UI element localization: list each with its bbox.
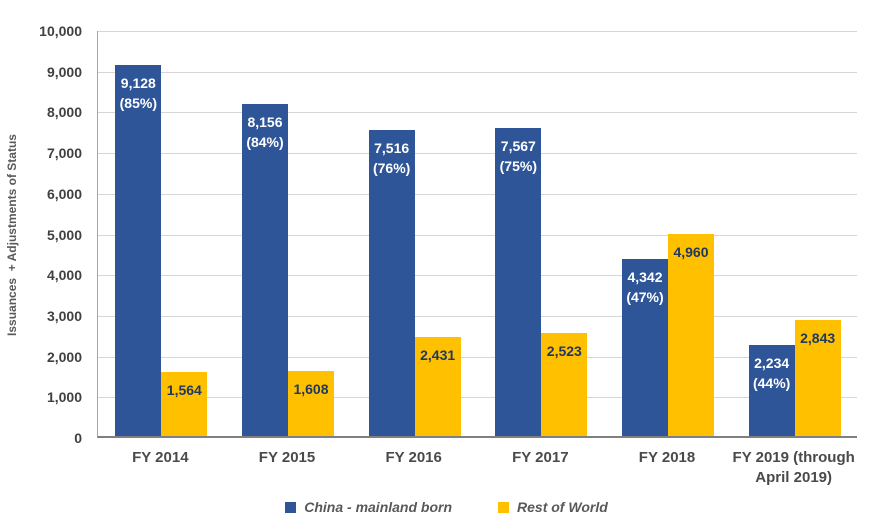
bar-china-mainland-born-fy-2014: 9,128 (85%)	[115, 64, 162, 436]
x-label-fy-2017: FY 2017	[512, 449, 569, 466]
bar-china-mainland-born-fy-2017: 7,567 (75%)	[495, 128, 542, 436]
bar-value-label: 4,960	[673, 244, 709, 261]
legend-item-china-mainland-born: China - mainland born	[285, 499, 452, 515]
x-label-fy-2014: FY 2014	[132, 449, 189, 466]
y-tick-label-1000: 1,000	[46, 389, 82, 406]
bar-rest-of-world-fy-2018: 4,960	[668, 234, 714, 436]
legend-item-rest-of-world: Rest of World	[498, 499, 608, 515]
y-tick-label-9000: 9,000	[46, 63, 82, 80]
bar-value-label: 2,234 (44%)	[752, 355, 791, 392]
bar-value-label: 1,608	[293, 380, 329, 397]
bar-rest-of-world-fy-2017: 2,523	[541, 333, 588, 436]
bar-value-label: 4,342 (47%)	[626, 269, 664, 306]
bar-rest-of-world-fy-2015: 1,608	[288, 370, 334, 436]
bar-china-mainland-born-fy-2019-through-april-2019: 2,234 (44%)	[748, 345, 795, 436]
bar-china-mainland-born-fy-2015: 8,156 (84%)	[242, 104, 288, 436]
gridline-5000	[98, 234, 857, 236]
bar-china-mainland-born-fy-2016: 7,516 (76%)	[368, 130, 415, 436]
legend-swatch-icon	[498, 501, 510, 513]
y-tick-label-5000: 5,000	[46, 226, 82, 243]
bar-value-label: 2,431	[420, 347, 456, 364]
y-tick-label-4000: 4,000	[46, 267, 82, 284]
gridline-7000	[98, 153, 857, 155]
x-label-fy-2019-through-april-2019: FY 2019 (through April 2019)	[732, 449, 855, 486]
y-tick-label-2000: 2,000	[46, 348, 82, 365]
gridline-6000	[98, 193, 857, 195]
legend-swatch-icon	[285, 501, 297, 513]
y-tick-label-3000: 3,000	[46, 307, 82, 324]
bar-value-label: 9,128 (85%)	[119, 74, 157, 111]
gridline-3000	[98, 315, 857, 317]
gridline-2000	[98, 356, 857, 358]
bar-rest-of-world-fy-2016: 2,431	[414, 337, 461, 436]
gridline-4000	[98, 275, 857, 277]
legend-label: China - mainland born	[304, 499, 453, 515]
bar-value-label: 2,843	[800, 330, 836, 347]
legend: China - mainland born Rest of World	[0, 499, 893, 515]
gridline-8000	[98, 112, 857, 114]
bar-china-mainland-born-fy-2018: 4,342 (47%)	[622, 259, 668, 436]
gridline-1000	[98, 397, 857, 399]
x-label-fy-2015: FY 2015	[258, 449, 316, 466]
legend-label: Rest of World	[517, 499, 608, 515]
bar-rest-of-world-fy-2019-through-april-2019: 2,843	[794, 320, 841, 436]
y-tick-label-8000: 8,000	[46, 104, 82, 121]
bar-value-label: 8,156 (84%)	[246, 114, 284, 151]
x-label-fy-2018: FY 2018	[638, 449, 696, 466]
x-label-fy-2016: FY 2016	[385, 449, 442, 466]
bar-value-label: 7,516 (76%)	[372, 140, 411, 177]
y-tick-label-0: 0	[74, 430, 82, 446]
bar-value-label: 1,564	[166, 382, 202, 399]
bar-value-label: 7,567 (75%)	[499, 138, 537, 175]
gridline-9000	[98, 71, 857, 73]
gridline-10000	[98, 31, 857, 32]
bar-value-label: 2,523	[546, 343, 582, 360]
y-tick-label-10000: 10,000	[39, 23, 82, 39]
bar-rest-of-world-fy-2014: 1,564	[161, 372, 208, 436]
y-tick-label-7000: 7,000	[46, 145, 82, 162]
plot-area: 9,128 (85%) 1,564 8,156 (84%) 1,608 7,516 (76%)…	[97, 31, 857, 438]
y-tick-label-6000: 6,000	[46, 185, 82, 202]
